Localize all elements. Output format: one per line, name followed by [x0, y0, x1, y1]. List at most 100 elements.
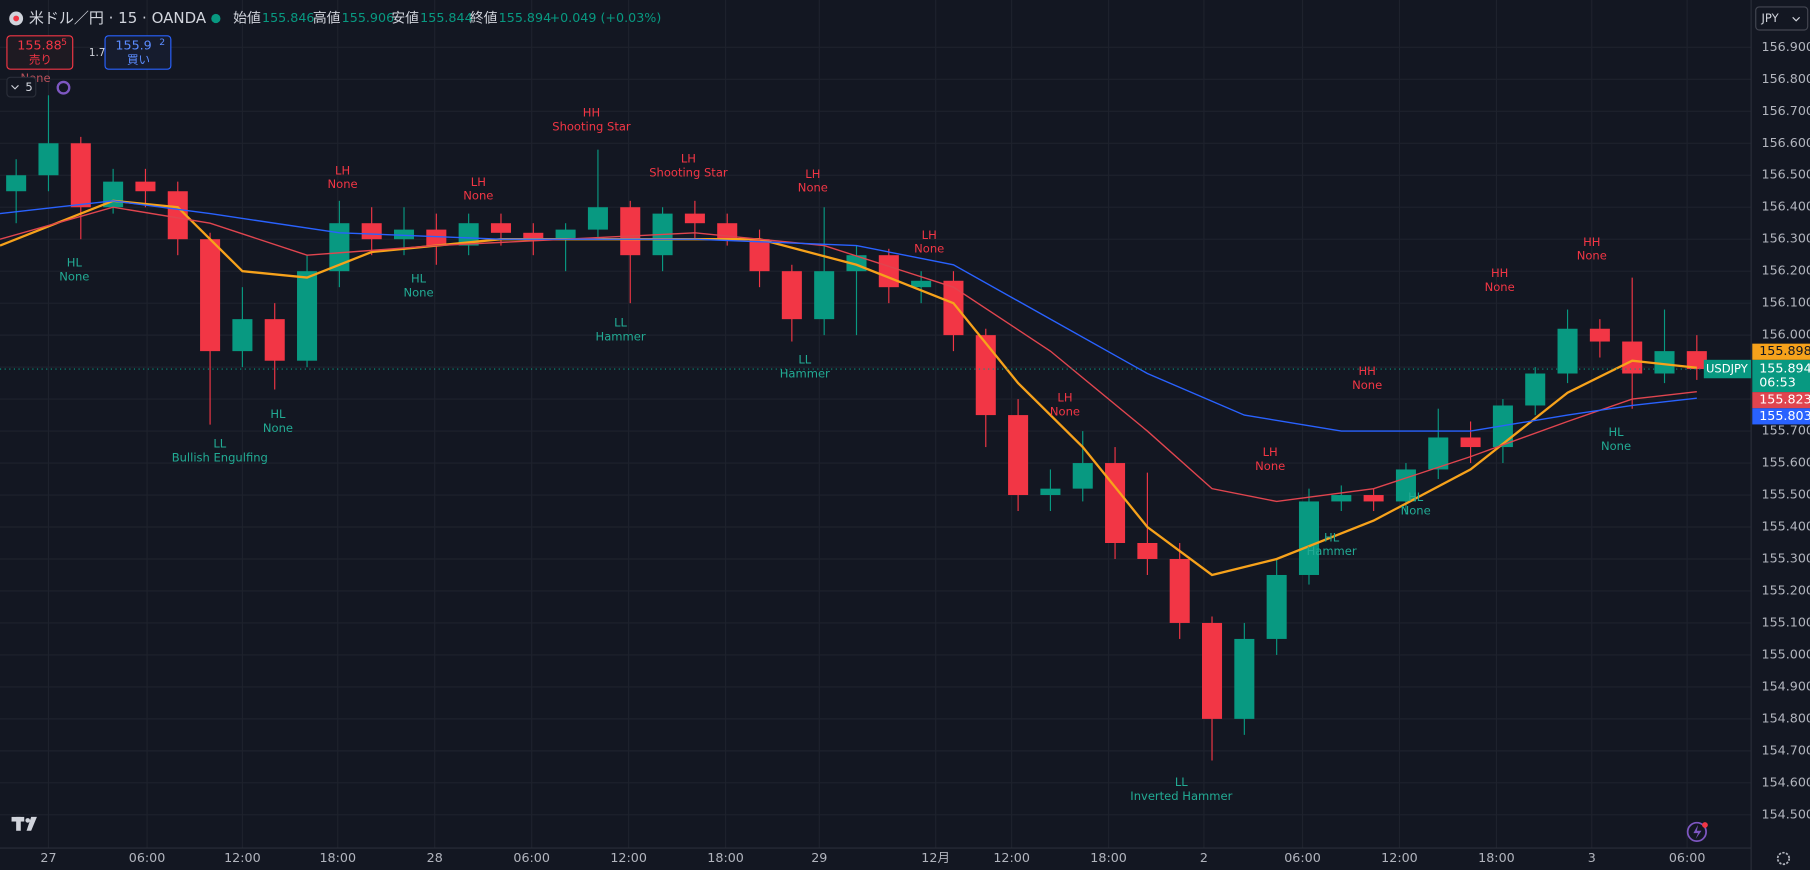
alert-icon	[1693, 825, 1702, 839]
loading-icon	[56, 80, 71, 95]
candle-body	[38, 143, 59, 176]
x-tick-label: 12:00	[610, 850, 647, 865]
flag-icon	[13, 15, 20, 22]
y-tick-label: 156.000	[1762, 327, 1810, 342]
candle-body	[1105, 463, 1126, 543]
candle-body	[458, 223, 479, 246]
ohlc-value: 155.844	[420, 10, 472, 25]
candle-body	[329, 223, 350, 272]
logo-part	[25, 818, 31, 823]
pivot-label: LL	[614, 315, 627, 329]
pattern-label: None	[328, 177, 358, 191]
pattern-label: Hammer	[1307, 544, 1357, 558]
candle-body	[490, 223, 511, 233]
ohlc-label: 終値	[470, 10, 498, 26]
pattern-label: Shooting Star	[552, 120, 631, 134]
pattern-label: None	[798, 181, 828, 195]
pivot-label: HH	[1358, 364, 1375, 378]
x-tick-label: 06:00	[1669, 850, 1706, 865]
pivot-label: HL	[1408, 490, 1424, 504]
toggle-box	[6, 76, 37, 98]
x-tick-label: 12月	[921, 850, 950, 865]
pattern-label: None	[404, 286, 434, 300]
settings-icon[interactable]	[1776, 851, 1791, 866]
currency-button[interactable]: JPY	[1755, 6, 1809, 31]
change: +0.049 (+0.03%)	[549, 10, 661, 25]
sell-label: 売り	[29, 53, 52, 67]
logo-part	[26, 816, 37, 831]
candle-body	[943, 280, 964, 336]
pattern-label: None	[1485, 280, 1515, 294]
pattern-label: Inverted Hammer	[1130, 789, 1232, 803]
pattern-label: None	[263, 421, 293, 435]
y-tick-label: 156.100	[1762, 295, 1810, 310]
candle-body	[6, 175, 27, 192]
pivot-label: LH	[471, 175, 486, 189]
sell-button[interactable]: 155.88 5 売り	[6, 35, 74, 70]
candle-body	[1202, 622, 1223, 719]
candle-body	[555, 229, 576, 240]
y-tick-label: 155.400	[1762, 519, 1810, 534]
logo	[11, 816, 37, 831]
pattern-label: Hammer	[780, 366, 830, 380]
candle-body	[1460, 437, 1481, 448]
candle-body	[1557, 328, 1578, 374]
x-tick-label: 06:00	[1284, 850, 1321, 865]
buy-price: 155.9	[115, 38, 151, 53]
pivot-label: LH	[922, 228, 937, 242]
x-tick-label: 27	[40, 850, 56, 865]
sell-box	[6, 35, 74, 70]
indicator-count: 5	[25, 80, 32, 94]
candle-body	[264, 319, 285, 361]
indicator-toggle[interactable]: 5	[6, 76, 37, 98]
alert-icon[interactable]	[1686, 821, 1707, 843]
symbol: 米ドル／円 · 15 · OANDA	[29, 9, 207, 27]
pattern-label: Bullish Engulfing	[172, 451, 268, 465]
ohlc-label: 始値	[233, 10, 261, 26]
candle-body	[1234, 638, 1255, 719]
x-tick-label: 28	[427, 850, 443, 865]
candle-body	[1525, 373, 1546, 406]
symbol-tag: USDJPY	[1706, 362, 1749, 376]
y-tick-label: 156.500	[1762, 167, 1810, 182]
buy-pip: 2	[159, 37, 165, 48]
x-tick-label: 12:00	[1381, 850, 1418, 865]
countdown: 06:53	[1759, 374, 1796, 389]
ohlc-label: 高値	[313, 9, 341, 26]
chevron	[11, 84, 19, 90]
ma-price-label: 155.823	[1759, 392, 1810, 407]
pivot-label: HL	[411, 272, 427, 286]
ohlc-value: 155.846	[262, 10, 314, 25]
candle-body	[1266, 574, 1287, 639]
buy-button[interactable]: 155.9 2 買い	[104, 35, 172, 70]
ohlc-label: 安値	[391, 10, 419, 26]
axes: 154.500 154.600 154.700 154.800 154.900 155.0…	[40, 39, 1810, 865]
x-tick-label: 12:00	[993, 850, 1030, 865]
x-tick-label: 18:00	[1478, 850, 1515, 865]
candle-body	[1395, 469, 1416, 502]
candle-body	[684, 213, 705, 224]
candle-body	[1686, 351, 1707, 370]
x-tick-label: 2	[1200, 850, 1208, 865]
pivot-label: LH	[805, 167, 820, 181]
candle-body	[1589, 328, 1610, 342]
candle-body	[975, 335, 996, 416]
x-tick-label: 06:00	[513, 850, 550, 865]
y-tick-label: 155.500	[1762, 487, 1810, 502]
ma-price-box	[1752, 343, 1810, 360]
pivot-label: LL	[213, 437, 226, 451]
candle-body	[781, 271, 802, 320]
candle-body	[167, 191, 188, 240]
candle-body	[814, 271, 835, 320]
candle-body	[1363, 495, 1384, 502]
candle-body	[70, 143, 91, 208]
candle-body	[1331, 495, 1352, 502]
candle-body	[232, 319, 253, 352]
pattern-label: None	[1401, 504, 1431, 518]
pivot-label: HL	[270, 407, 286, 421]
ma-price-label: 155.803	[1759, 408, 1810, 423]
currency-box	[1755, 6, 1809, 31]
